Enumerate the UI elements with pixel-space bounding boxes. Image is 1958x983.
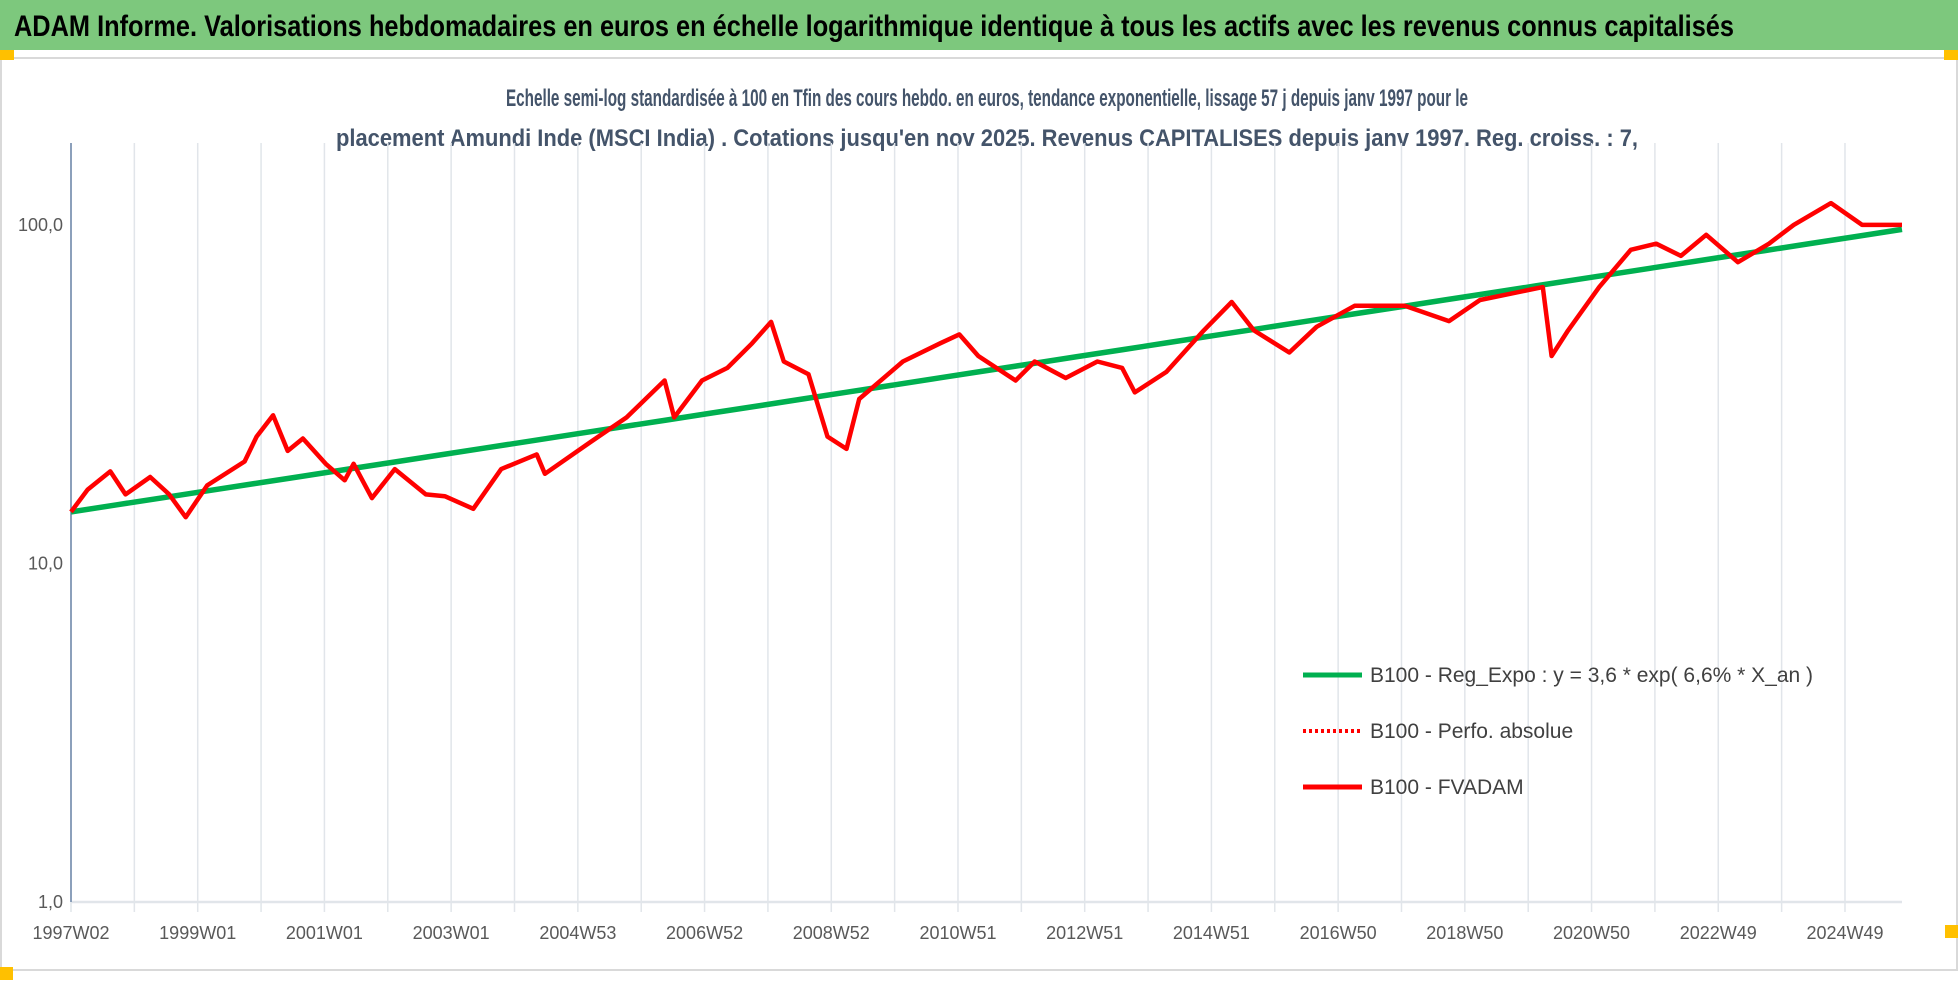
x-tick-label: 1997W02 — [32, 923, 109, 943]
resize-handle-top-right[interactable] — [1944, 50, 1958, 60]
legend-label-fvadam: B100 - FVADAM — [1370, 776, 1524, 799]
resize-handle-bottom-right[interactable] — [1945, 925, 1958, 938]
x-tick-label: 2008W52 — [793, 923, 870, 943]
chart-frame[interactable] — [0, 57, 1958, 971]
chart-title: Echelle semi-log standardisée à 100 en T… — [506, 85, 1468, 112]
header-bar — [0, 0, 1958, 50]
x-tick-label: 1999W01 — [159, 923, 236, 943]
fvadam-line — [69, 200, 1902, 520]
x-tick-label: 2016W50 — [1300, 923, 1377, 943]
resize-handle-top-left[interactable] — [0, 50, 14, 60]
legend-label-trend: B100 - Reg_Expo : y = 3,6 * exp( 6,6% * … — [1370, 664, 1813, 687]
x-tick-label: 2001W01 — [286, 923, 363, 943]
x-tick-label: 2012W51 — [1046, 923, 1123, 943]
legend-item-fvadam[interactable]: B100 - FVADAM — [1303, 776, 1524, 799]
x-tick-label: 2020W50 — [1553, 923, 1630, 943]
x-tick-label: 2014W51 — [1173, 923, 1250, 943]
gridlines — [70, 143, 1902, 912]
x-tick-label: 2010W51 — [919, 923, 996, 943]
legend-item-trend[interactable]: B100 - Reg_Expo : y = 3,6 * exp( 6,6% * … — [1303, 664, 1813, 687]
y-tick-label: 100,0 — [18, 215, 63, 235]
x-tick-label: 2004W53 — [539, 923, 616, 943]
chart-subtitle: placement Amundi Inde (MSCI India) . Cot… — [336, 125, 1638, 152]
legend[interactable]: B100 - Reg_Expo : y = 3,6 * exp( 6,6% * … — [1303, 664, 1813, 799]
y-tick-label: 1,0 — [38, 892, 63, 912]
x-tick-label: 2022W49 — [1680, 923, 1757, 943]
resize-handle-bottom-left[interactable] — [0, 967, 13, 980]
legend-label-perfo-absolue: B100 - Perfo. absolue — [1370, 720, 1573, 743]
y-tick-label: 10,0 — [28, 553, 63, 573]
legend-item-perfo-absolue[interactable]: B100 - Perfo. absolue — [1303, 720, 1573, 743]
x-tick-label: 2006W52 — [666, 923, 743, 943]
x-tick-label: 2024W49 — [1806, 923, 1883, 943]
x-tick-label: 2003W01 — [413, 923, 490, 943]
trend-line — [70, 226, 1903, 515]
x-tick-label: 2018W50 — [1426, 923, 1503, 943]
tick-labels: 1,0 10,0 100,0 1997W02 1999W01 2001W01 2003W01… — [18, 215, 1884, 943]
header-title: ADAM Informe. Valorisations hebdomadaire… — [14, 10, 1734, 43]
plot-lines — [69, 200, 1903, 520]
